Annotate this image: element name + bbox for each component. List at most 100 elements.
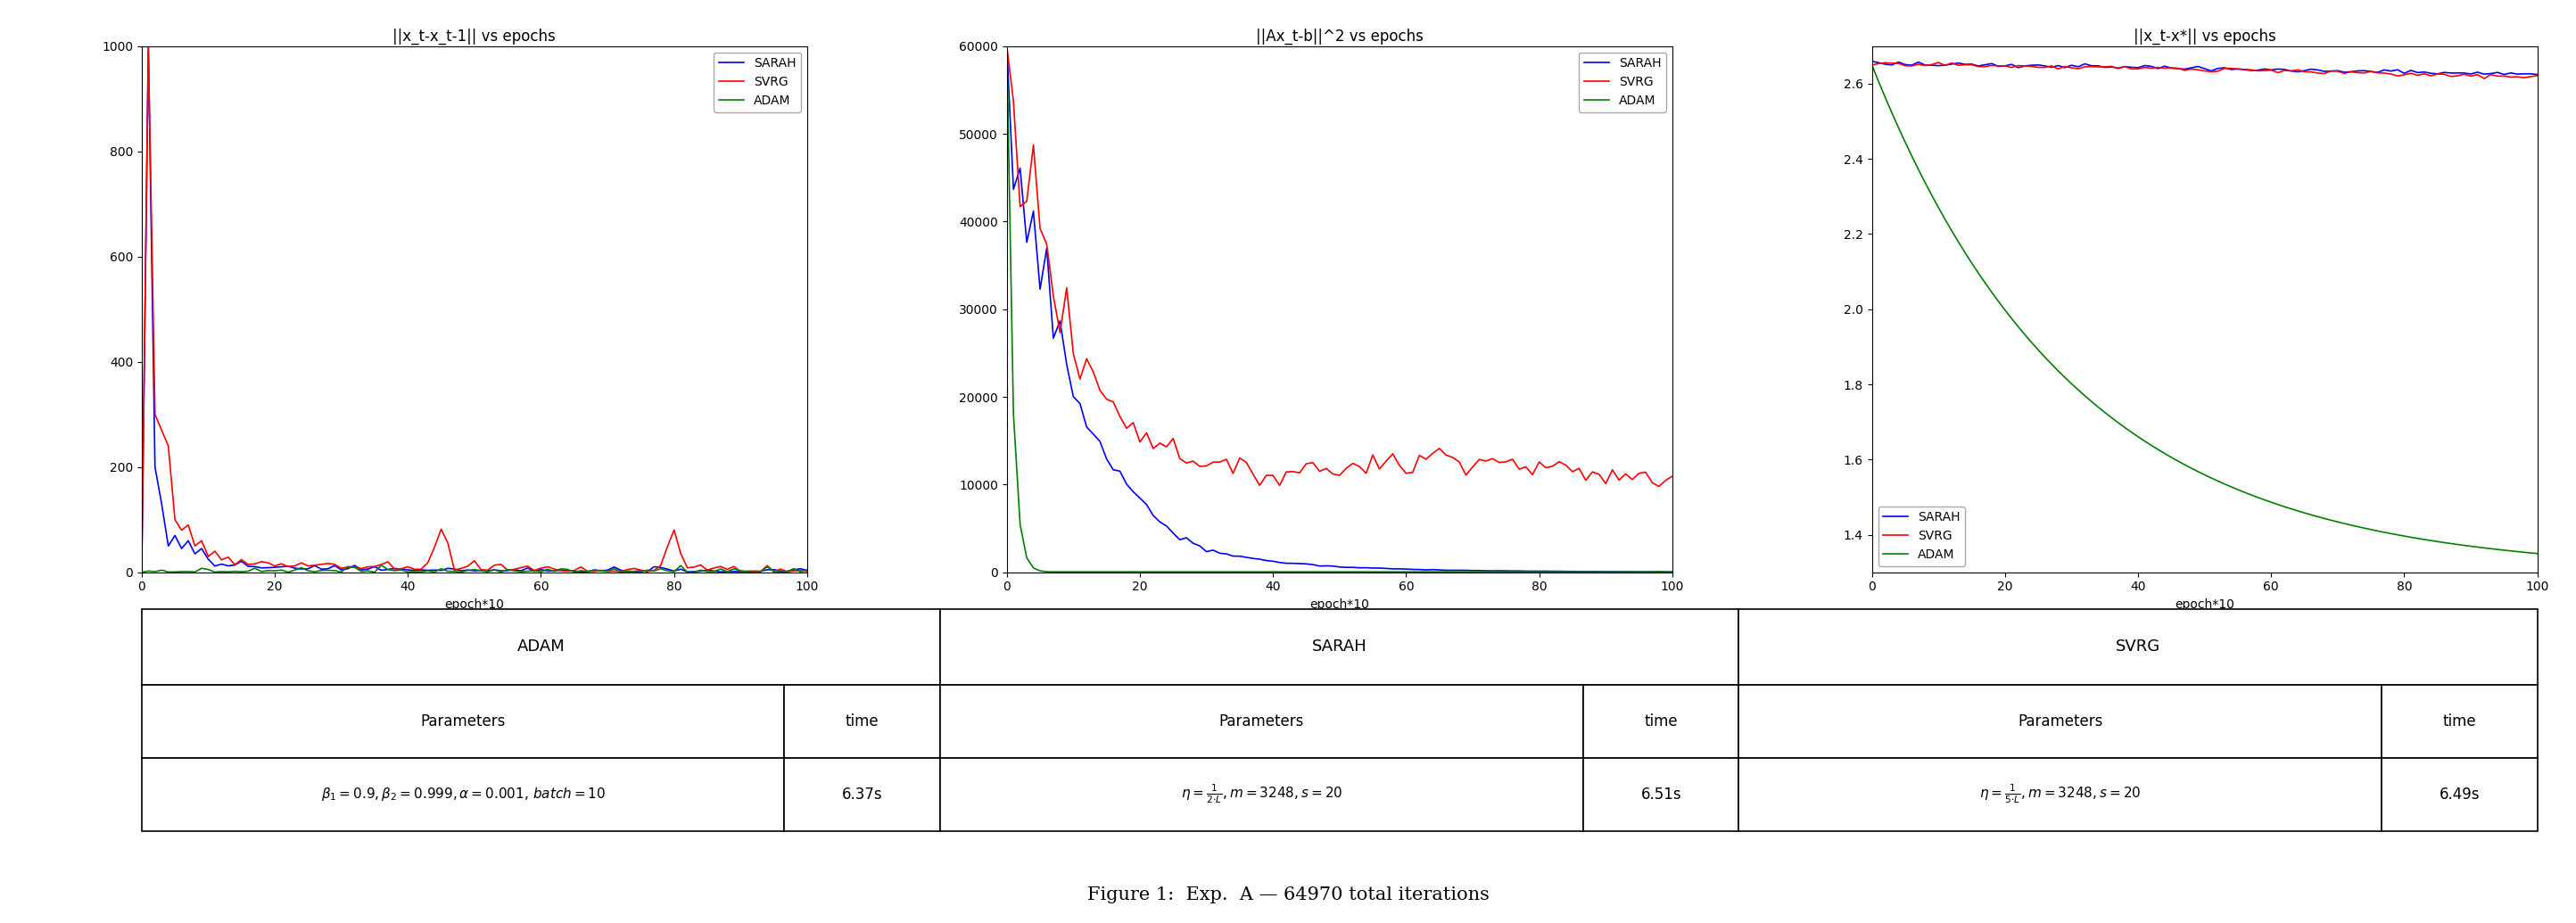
Text: $\beta_1=0.9, \beta_2=0.999, \alpha=0.001$, $batch=10$: $\beta_1=0.9, \beta_2=0.999, \alpha=0.00… bbox=[322, 785, 605, 803]
Text: 6.37s: 6.37s bbox=[842, 786, 884, 802]
X-axis label: epoch*10: epoch*10 bbox=[446, 598, 505, 611]
Line: SVRG: SVRG bbox=[1007, 46, 1672, 486]
ADAM bbox=[631, 565, 662, 576]
Line: SARAH: SARAH bbox=[1007, 46, 1672, 572]
SARAH bbox=[598, 561, 629, 572]
SARAH bbox=[631, 566, 662, 577]
SARAH bbox=[2321, 66, 2352, 77]
ADAM bbox=[1497, 567, 1528, 578]
SARAH bbox=[1492, 565, 1522, 576]
SARAH bbox=[2354, 66, 2385, 78]
ADAM bbox=[2522, 548, 2553, 559]
SVRG bbox=[2468, 73, 2499, 84]
Text: $\eta=\frac{1}{2{\cdot}L},m=3248,s=20$: $\eta=\frac{1}{2{\cdot}L},m=3248,s=20$ bbox=[1180, 783, 1342, 806]
Line: ADAM: ADAM bbox=[142, 565, 806, 572]
Line: SARAH: SARAH bbox=[142, 46, 806, 572]
ADAM bbox=[366, 559, 397, 570]
ADAM bbox=[791, 564, 822, 575]
SVRG bbox=[2362, 67, 2393, 78]
Bar bbox=[940, 685, 1584, 758]
Title: ||x_t-x_t-1|| vs epochs: ||x_t-x_t-1|| vs epochs bbox=[394, 29, 556, 45]
ADAM bbox=[1046, 567, 1077, 578]
SVRG bbox=[1298, 457, 1329, 468]
SARAH bbox=[180, 548, 211, 559]
SVRG bbox=[992, 41, 1023, 52]
ADAM bbox=[1463, 567, 1494, 578]
X-axis label: epoch*10: epoch*10 bbox=[1309, 598, 1370, 611]
ADAM bbox=[1303, 567, 1334, 578]
SARAH bbox=[1656, 567, 1687, 578]
SVRG bbox=[791, 566, 822, 577]
SARAH bbox=[1904, 56, 1935, 67]
SVRG bbox=[126, 567, 157, 578]
ADAM bbox=[1396, 567, 1427, 578]
SVRG bbox=[2262, 67, 2293, 78]
SVRG bbox=[1904, 59, 1935, 70]
ADAM bbox=[438, 566, 469, 577]
Bar bbox=[1584, 758, 1739, 831]
SVRG bbox=[1391, 468, 1422, 479]
Bar bbox=[940, 609, 1739, 685]
Bar bbox=[142, 758, 786, 831]
Text: 6.51s: 6.51s bbox=[1641, 786, 1682, 802]
SARAH bbox=[992, 41, 1023, 52]
ADAM bbox=[992, 41, 1023, 52]
ADAM bbox=[1038, 567, 1069, 578]
Bar bbox=[1739, 609, 2537, 685]
ADAM bbox=[126, 567, 157, 578]
Line: SVRG: SVRG bbox=[142, 46, 806, 572]
SVRG bbox=[1492, 456, 1522, 467]
SARAH bbox=[1857, 55, 1888, 66]
SVRG bbox=[2169, 65, 2200, 76]
ADAM bbox=[598, 563, 629, 574]
Text: time: time bbox=[845, 713, 878, 729]
SVRG bbox=[1458, 462, 1489, 473]
Bar bbox=[786, 758, 940, 831]
SVRG bbox=[631, 566, 662, 577]
Text: SARAH: SARAH bbox=[1311, 639, 1368, 654]
Line: ADAM: ADAM bbox=[1007, 46, 1672, 572]
ADAM bbox=[2164, 456, 2195, 467]
Line: SARAH: SARAH bbox=[1873, 61, 2537, 75]
SARAH bbox=[1038, 332, 1069, 343]
ADAM bbox=[1904, 164, 1935, 175]
SARAH bbox=[2022, 59, 2053, 70]
SARAH bbox=[438, 563, 469, 574]
Text: time: time bbox=[2442, 713, 2476, 729]
SARAH bbox=[2164, 63, 2195, 74]
Bar bbox=[786, 685, 940, 758]
Bar bbox=[1584, 685, 1739, 758]
SVRG bbox=[1038, 291, 1069, 302]
Bar bbox=[142, 609, 940, 685]
SARAH bbox=[1157, 528, 1188, 539]
ADAM bbox=[1857, 59, 1888, 70]
SARAH bbox=[2522, 69, 2553, 80]
SVRG bbox=[134, 41, 165, 52]
SVRG bbox=[1922, 57, 1953, 68]
SVRG bbox=[299, 559, 330, 570]
Text: Parameters: Parameters bbox=[1218, 713, 1303, 729]
ADAM bbox=[2022, 344, 2053, 355]
Bar bbox=[2383, 685, 2537, 758]
SVRG bbox=[598, 566, 629, 577]
Line: ADAM: ADAM bbox=[1873, 65, 2537, 554]
ADAM bbox=[173, 566, 204, 577]
SARAH bbox=[126, 567, 157, 578]
Text: Figure 1:  Exp.  A — 64970 total iterations: Figure 1: Exp. A — 64970 total iteration… bbox=[1087, 887, 1489, 904]
Text: Parameters: Parameters bbox=[420, 713, 505, 729]
Bar bbox=[940, 758, 1584, 831]
ADAM bbox=[294, 565, 325, 576]
ADAM bbox=[2354, 524, 2385, 535]
Bar bbox=[2383, 758, 2537, 831]
Text: Parameters: Parameters bbox=[2017, 713, 2102, 729]
SARAH bbox=[533, 566, 564, 577]
ADAM bbox=[2321, 516, 2352, 527]
Legend: SARAH, SVRG, ADAM: SARAH, SVRG, ADAM bbox=[1878, 507, 1965, 566]
SVRG bbox=[533, 561, 564, 572]
SARAH bbox=[134, 41, 165, 52]
SVRG bbox=[438, 565, 469, 576]
ADAM bbox=[1656, 567, 1687, 578]
SARAH bbox=[1391, 564, 1422, 575]
Text: time: time bbox=[1643, 713, 1677, 729]
SVRG bbox=[1656, 471, 1687, 482]
